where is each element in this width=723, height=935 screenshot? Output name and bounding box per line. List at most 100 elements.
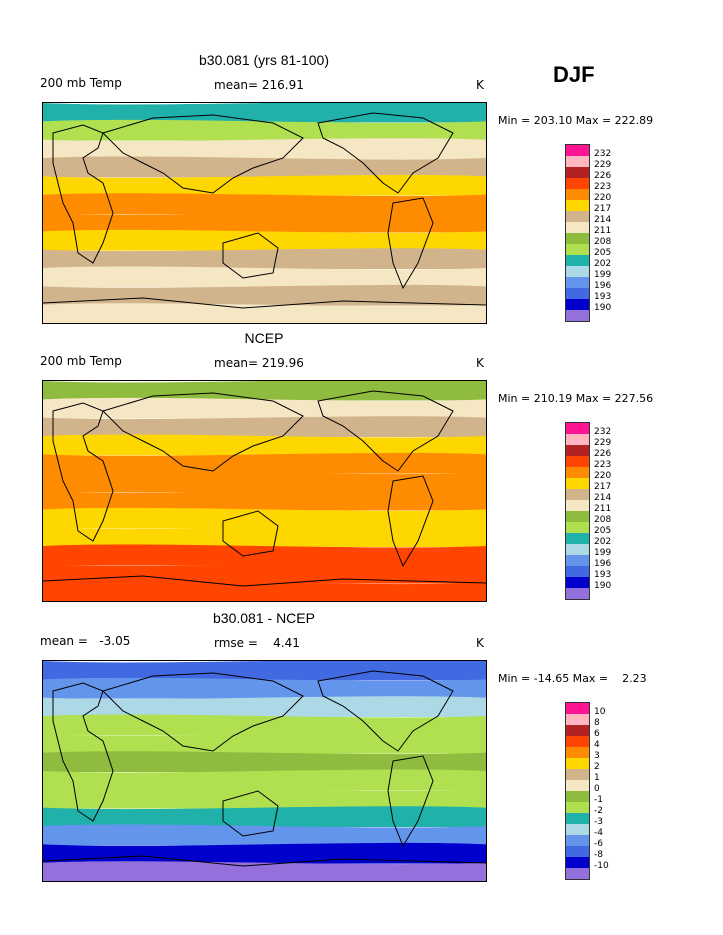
colorbar-labels: 232 229 226 223 220 217 214 211 208 205 202 199 196 1… [594, 427, 611, 592]
colorbar-swatch [566, 456, 589, 467]
colorbar-label: 199 [594, 548, 612, 558]
contour-band [43, 714, 486, 736]
coastline [52, 682, 114, 822]
coastline [317, 112, 454, 194]
coastline [222, 510, 279, 557]
coastline [43, 297, 486, 309]
coastline [52, 124, 114, 264]
contour-band [43, 156, 486, 178]
colorbar-swatch [566, 445, 589, 456]
colorbar-label: 214 [594, 493, 612, 503]
colorbar-label: -8 [594, 850, 603, 860]
colorbar-label: 8 [594, 718, 600, 728]
min-max-label: Min = 203.10 Max = 222.89 [498, 114, 654, 127]
coastline [102, 392, 304, 472]
contour-band [43, 526, 486, 547]
colorbar-label: 226 [594, 171, 612, 181]
colorbar [565, 702, 590, 880]
colorbar-label: 4 [594, 740, 600, 750]
colorbar-label: -6 [594, 839, 603, 849]
contour-band [43, 471, 486, 492]
panel-unit-label: K [476, 636, 484, 650]
colorbar [565, 144, 590, 322]
contour-band [43, 489, 486, 511]
colorbar-swatch [566, 167, 589, 178]
contour-band [43, 507, 486, 529]
colorbar-swatch [566, 758, 589, 769]
colorbar-label: 202 [594, 537, 612, 547]
colorbar-swatch [566, 211, 589, 222]
colorbar-label: 220 [594, 471, 612, 481]
contour-band [43, 861, 486, 881]
coastline [317, 670, 454, 752]
colorbar-swatch [566, 791, 589, 802]
panel-unit-label: K [476, 78, 484, 92]
contour-band [43, 544, 486, 566]
colorbar-label: 232 [594, 149, 612, 159]
colorbar-label: 193 [594, 292, 612, 302]
colorbar-label: 0 [594, 784, 600, 794]
colorbar-label: 202 [594, 259, 612, 269]
contour-band [43, 562, 486, 584]
colorbar-label: 205 [594, 526, 612, 536]
contour-band [43, 211, 486, 233]
coastline [317, 390, 454, 472]
colorbar-label: 229 [594, 438, 612, 448]
contour-band [43, 103, 486, 123]
colorbar-label: 208 [594, 237, 612, 247]
min-max-label: Min = -14.65 Max = 2.23 [498, 672, 647, 685]
contour-band [43, 174, 486, 196]
panel-left-label: mean = -3.05 [40, 634, 131, 648]
contour-band [43, 248, 486, 269]
contour-band [43, 229, 486, 251]
colorbar-label: 6 [594, 729, 600, 739]
contour-map [42, 102, 487, 324]
contour-band [43, 696, 486, 717]
panel-center-label: mean= 219.96 [214, 356, 304, 370]
colorbar-label: 211 [594, 504, 612, 514]
contour-band [43, 769, 486, 791]
colorbar-labels: 10 8 6 4 3 2 1 0 -1 -2 -3 -4 -6 -8 -10 [594, 707, 609, 872]
colorbar-label: 232 [594, 427, 612, 437]
colorbar-label: -2 [594, 806, 603, 816]
panel-left-label: 200 mb Temp [40, 354, 122, 368]
colorbar-label: 10 [594, 707, 606, 717]
colorbar-label: 193 [594, 570, 612, 580]
colorbar-swatch [566, 434, 589, 445]
colorbar-swatch [566, 500, 589, 511]
colorbar-swatch [566, 868, 589, 879]
colorbar-label: -1 [594, 795, 603, 805]
colorbar-swatch [566, 714, 589, 725]
colorbar-swatch [566, 310, 589, 321]
colorbar-swatch [566, 857, 589, 868]
season-label: DJF [553, 62, 595, 87]
coastline [102, 114, 304, 194]
colorbar-swatch [566, 189, 589, 200]
colorbar-label: 229 [594, 160, 612, 170]
colorbar-swatch [566, 233, 589, 244]
colorbar-label: 196 [594, 281, 612, 291]
colorbar-swatch [566, 288, 589, 299]
panel-left-label: 200 mb Temp [40, 76, 122, 90]
colorbar-swatch [566, 835, 589, 846]
colorbar-swatch [566, 222, 589, 233]
colorbar-label: 2 [594, 762, 600, 772]
colorbar-swatch [566, 522, 589, 533]
contour-band [43, 434, 486, 456]
contour-band [43, 266, 486, 288]
colorbar-swatch [566, 511, 589, 522]
panel-title: NCEP [244, 330, 284, 346]
colorbar-swatch [566, 178, 589, 189]
colorbar-swatch [566, 588, 589, 599]
colorbar-swatch [566, 489, 589, 500]
colorbar-swatch [566, 478, 589, 489]
colorbar-label: 220 [594, 193, 612, 203]
contour-band [43, 119, 486, 141]
colorbar-swatch [566, 277, 589, 288]
colorbar-swatch [566, 467, 589, 478]
contour-band [43, 452, 486, 474]
colorbar-swatch [566, 802, 589, 813]
colorbar-label: 3 [594, 751, 600, 761]
colorbar-swatch [566, 703, 589, 714]
colorbar-label: -3 [594, 817, 603, 827]
